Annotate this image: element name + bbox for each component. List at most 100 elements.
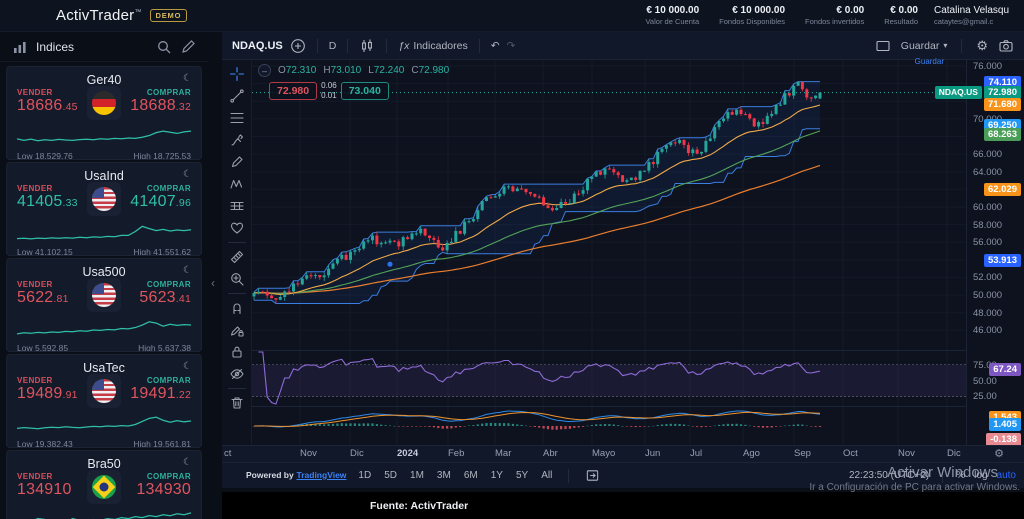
macd-histogram xyxy=(252,422,822,430)
range-1m-button[interactable]: 1M xyxy=(410,470,424,481)
range-6m-button[interactable]: 6M xyxy=(463,470,478,481)
percent-scale-button[interactable]: % xyxy=(956,470,966,481)
source-label: Fuente: ActivTrader xyxy=(370,499,469,512)
donchian-fill xyxy=(254,81,820,304)
buy-quote[interactable]: COMPRAR 134930 xyxy=(136,472,191,500)
instrument-card-usaind[interactable]: UsaInd ☾ VENDER 41405.33 COMPRAR 41407.9… xyxy=(6,162,202,256)
go-to-date-icon[interactable] xyxy=(585,468,600,483)
sidebar-collapse-button[interactable]: ‹ xyxy=(211,276,215,290)
compare-add-icon[interactable] xyxy=(290,38,306,54)
range-all-button[interactable]: All xyxy=(541,470,553,481)
emoji-button[interactable] xyxy=(226,218,248,238)
lock-button[interactable] xyxy=(226,342,248,362)
crosshair-button[interactable] xyxy=(226,64,248,84)
range-1d-button[interactable]: 1D xyxy=(358,470,372,481)
sell-bid-button[interactable]: 72.980 xyxy=(269,82,318,101)
toolbar-divider xyxy=(386,38,388,53)
day-high: High 5,637.38 xyxy=(138,343,191,352)
price-chart-canvas[interactable] xyxy=(252,60,966,445)
indicators-button[interactable]: ƒx Indicadores xyxy=(398,39,468,52)
drawing-anchor-dot[interactable] xyxy=(387,261,393,267)
time-axis[interactable]: ct Nov Dic 2024 Feb Mar Abr Mayo Jun Jul Ago Sep Oct… xyxy=(222,445,1024,462)
instrument-card-ger40[interactable]: Ger40 ☾ VENDER 18686.45 COMPRAR 18688.32 xyxy=(6,66,202,160)
range-5y-button[interactable]: 5Y xyxy=(515,470,529,481)
auto-scale-button[interactable]: auto xyxy=(996,470,1016,481)
brazil-flag-icon xyxy=(92,475,116,499)
camera-snapshot-icon[interactable] xyxy=(998,38,1014,54)
magnet-icon xyxy=(232,303,241,315)
save-button[interactable]: Guardar ▾ xyxy=(900,39,948,52)
instrument-card-usatec[interactable]: UsaTec ☾ VENDER 19489.91 COMPRAR 19491.2… xyxy=(6,354,202,448)
timezone-settings-icon[interactable]: ⚙ xyxy=(994,448,1004,460)
day-low: Low 19,382.43 xyxy=(17,439,73,448)
time-axis-label: Jun xyxy=(645,448,661,459)
long-position-button[interactable] xyxy=(226,196,248,216)
zoom-in-button[interactable] xyxy=(226,269,248,289)
ohlc-close: C72.980 xyxy=(411,65,450,76)
sell-label: VENDER xyxy=(17,376,53,385)
log-scale-button[interactable]: log xyxy=(974,470,988,481)
magnet-button[interactable] xyxy=(226,298,248,318)
day-low: Low 18,529.76 xyxy=(17,151,73,160)
brush-button[interactable] xyxy=(226,130,248,150)
xabcd-pattern-button[interactable] xyxy=(226,174,248,194)
layout-icon[interactable] xyxy=(875,38,891,54)
legend-collapse-button[interactable]: – xyxy=(258,64,271,77)
range-3m-button[interactable]: 3M xyxy=(436,470,451,481)
buy-price: 134930 xyxy=(136,481,191,499)
time-axis-label: Mayo xyxy=(592,448,616,459)
sell-price: 18686.45 xyxy=(17,97,78,115)
buy-quote[interactable]: COMPRAR 19491.22 xyxy=(130,376,191,404)
buy-price: 5623.41 xyxy=(139,289,191,307)
stat-value: € 0.00 xyxy=(836,4,865,16)
stat-invested-funds: € 0.00 Fondos invertidos xyxy=(805,5,864,27)
buy-label: COMPRAR xyxy=(146,376,191,385)
sell-quote[interactable]: VENDER 41405.33 xyxy=(17,184,78,212)
instrument-card-bra50[interactable]: Bra50 ☾ VENDER 134910 COMPRAR 134930 xyxy=(6,450,202,519)
instrument-name: UsaTec xyxy=(83,361,125,375)
buy-quote[interactable]: COMPRAR 41407.96 xyxy=(130,184,191,212)
user-name: Catalina Velasqu xyxy=(934,4,1010,16)
stat-value: € 10 000.00 xyxy=(646,4,700,16)
hide-drawings-button[interactable] xyxy=(226,364,248,384)
remove-drawings-button[interactable] xyxy=(226,393,248,413)
user-menu[interactable]: Catalina Velasqu cataytes@gmail.c xyxy=(934,5,1024,27)
sell-label: VENDER xyxy=(17,184,53,193)
range-1y-button[interactable]: 1Y xyxy=(490,470,503,481)
sell-quote[interactable]: VENDER 5622.81 xyxy=(17,280,69,308)
undo-icon[interactable]: ↶ xyxy=(490,39,500,52)
sidebar-gutter: ‹ xyxy=(208,32,222,519)
search-icon[interactable] xyxy=(156,39,172,55)
day-low: Low 5,592.85 xyxy=(17,343,69,352)
source-footer: Fuente: ActivTrader xyxy=(222,492,1024,519)
tradingview-link[interactable]: TradingView xyxy=(296,470,347,480)
buy-quote[interactable]: COMPRAR 5623.41 xyxy=(139,280,191,308)
interval-button[interactable]: D xyxy=(328,39,337,52)
sell-quote[interactable]: VENDER 19489.91 xyxy=(17,376,78,404)
fx-icon: ƒx xyxy=(398,39,410,52)
trend-line-button[interactable] xyxy=(226,86,248,106)
ruler-button[interactable] xyxy=(226,247,248,267)
instrument-card-usa500[interactable]: Usa500 ☾ VENDER 5622.81 COMPRAR 5623.41 xyxy=(6,258,202,352)
drawing-mode-button[interactable] xyxy=(226,320,248,340)
price-axis[interactable]: 76.00070.00066.00064.00060.00058.00056.0… xyxy=(934,60,1024,446)
price-tick: 60.000 xyxy=(973,202,1003,213)
toolbar-divider xyxy=(347,38,349,53)
germany-flag-icon xyxy=(92,91,116,115)
symbol-name[interactable]: NDAQ.US xyxy=(232,39,283,52)
buy-ask-button[interactable]: 73.040 xyxy=(340,82,389,101)
fib-retracement-button[interactable] xyxy=(226,108,248,128)
buy-quote[interactable]: COMPRAR 18688.32 xyxy=(130,88,191,116)
sell-quote[interactable]: VENDER 134910 xyxy=(17,472,72,500)
range-5d-button[interactable]: 5D xyxy=(384,470,398,481)
bid-ask-panel: 72.980 0.06 0.01 73.040 xyxy=(269,81,389,102)
pen-button[interactable] xyxy=(226,152,248,172)
logo: ActivTrader™ DEMO xyxy=(0,7,330,24)
redo-icon[interactable]: ↷ xyxy=(506,39,516,52)
candlestick-style-icon[interactable] xyxy=(359,38,375,54)
settings-gear-icon[interactable]: ⚙ xyxy=(976,38,988,53)
fib-retracement-icon xyxy=(229,112,244,124)
edit-pencil-icon[interactable] xyxy=(180,39,196,55)
clock-label[interactable]: 22:23:50 (UTC+2) xyxy=(848,470,930,481)
sell-quote[interactable]: VENDER 18686.45 xyxy=(17,88,78,116)
